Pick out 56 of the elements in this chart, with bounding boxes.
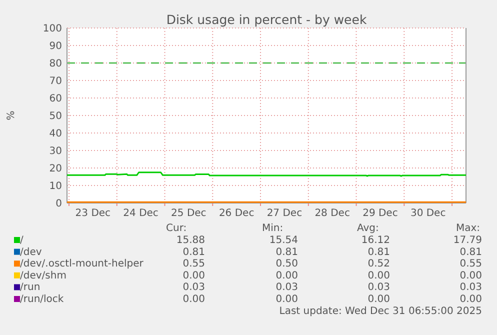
text: 0.00 <box>276 294 298 305</box>
y-tick-label: 80 <box>49 58 62 70</box>
y-tick-label: 100 <box>42 24 62 34</box>
text: 0.00 <box>460 270 482 282</box>
text: Min: <box>262 223 284 234</box>
text: 0.81 <box>182 246 205 258</box>
chart-title: Disk usage in percent - by week <box>166 12 368 27</box>
y-tick-label: 90 <box>49 41 62 52</box>
y-tick-label: 10 <box>49 181 62 192</box>
text: 0.03 <box>276 282 298 294</box>
legend-label: /dev <box>20 246 42 258</box>
text: 0.81 <box>368 246 390 258</box>
text: 0.00 <box>276 270 298 282</box>
x-tick-label: 28 Dec <box>314 208 350 219</box>
y-tick-label: 50 <box>49 111 62 122</box>
y-axis-title: % <box>6 110 17 120</box>
text: 0.00 <box>368 294 390 305</box>
text: 0.03 <box>368 282 390 294</box>
text: 15.88 <box>176 235 205 246</box>
text: 15.54 <box>269 235 298 246</box>
text: 0.00 <box>182 270 205 282</box>
legend-label: / <box>20 235 24 246</box>
legend-label: /run <box>20 282 40 294</box>
text: 0.55 <box>460 258 482 270</box>
text: Cur: <box>166 223 187 234</box>
y-tick-label: 0 <box>56 198 62 210</box>
text: 16.12 <box>361 235 390 246</box>
y-tick-label: 60 <box>49 94 62 104</box>
text: 0.03 <box>460 282 482 294</box>
y-tick-label: 30 <box>49 146 62 157</box>
y-tick-label: 40 <box>49 128 62 140</box>
text: 0.00 <box>460 294 482 305</box>
text: 0.50 <box>276 258 298 270</box>
text: 0.00 <box>368 270 390 282</box>
legend-label: /run/lock <box>20 294 64 305</box>
x-tick-label: 26 Dec <box>218 208 254 219</box>
y-tick-label: 20 <box>49 164 62 174</box>
text: 0.81 <box>276 246 298 258</box>
x-tick-label: 25 Dec <box>171 208 206 219</box>
text: 17.79 <box>453 235 482 246</box>
x-tick-label: 23 Dec <box>75 208 111 219</box>
x-tick-label: 30 Dec <box>410 208 446 219</box>
text: 0.55 <box>182 258 205 270</box>
x-tick-label: 24 Dec <box>123 208 158 219</box>
legend-label: /dev/.osctl-mount-helper <box>20 258 144 270</box>
x-tick-label: 27 Dec <box>266 208 302 219</box>
text: Max: <box>456 223 480 234</box>
text: 0.03 <box>182 282 205 294</box>
text: Avg: <box>357 223 379 234</box>
y-tick-label: 70 <box>49 76 62 87</box>
text: 0.52 <box>368 258 390 270</box>
x-tick-label: 29 Dec <box>362 208 398 219</box>
text: Last update: Wed Dec 31 06:55:00 2025 <box>279 306 482 317</box>
text: 0.81 <box>460 246 482 258</box>
text: 0.00 <box>182 294 205 305</box>
legend-label: /dev/shm <box>20 270 66 282</box>
